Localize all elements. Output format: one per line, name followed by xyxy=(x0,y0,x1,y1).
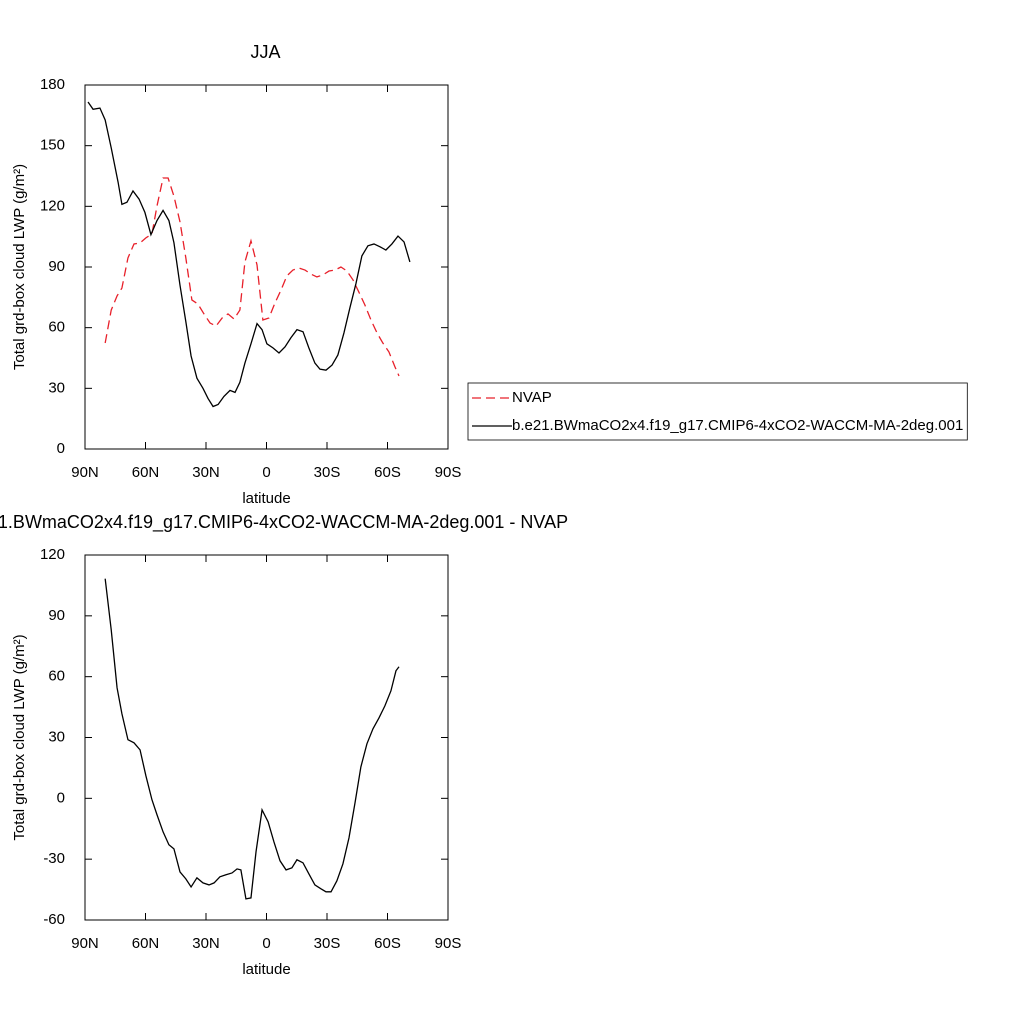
plot-frame xyxy=(84,84,449,450)
x-tick-label: 60N xyxy=(132,464,160,481)
y-axis-label: Total grd-box cloud LWP (g/m²) xyxy=(11,164,28,370)
plot-frame xyxy=(84,554,449,921)
chart-title: b.e21.BWmaCO2x4.f19_g17.CMIP6-4xCO2-WACC… xyxy=(0,512,568,533)
y-tick-label: 90 xyxy=(48,607,65,624)
y-tick-label: 120 xyxy=(40,197,65,214)
data-line xyxy=(104,177,400,377)
y-tick-label: 120 xyxy=(40,546,65,563)
x-tick-label: 0 xyxy=(262,935,270,952)
y-axis-label: Total grd-box cloud LWP (g/m²) xyxy=(11,634,28,840)
y-tick-label: 30 xyxy=(48,379,65,396)
y-tick-label: 150 xyxy=(40,137,65,154)
x-axis-label: latitude xyxy=(242,490,290,507)
y-tick-label: 60 xyxy=(48,319,65,336)
x-tick-label: 90S xyxy=(435,935,462,952)
legend-frame xyxy=(467,382,968,441)
x-tick-label: 0 xyxy=(262,464,270,481)
y-tick-label: 30 xyxy=(48,728,65,745)
data-line xyxy=(87,101,411,408)
y-tick-label: -30 xyxy=(43,850,65,867)
x-tick-label: 30S xyxy=(314,935,341,952)
legend-label: NVAP xyxy=(512,389,552,406)
x-tick-label: 60S xyxy=(374,464,401,481)
x-tick-label: 60N xyxy=(132,935,160,952)
legend-label: b.e21.BWmaCO2x4.f19_g17.CMIP6-4xCO2-WACC… xyxy=(512,417,963,434)
x-tick-label: 30N xyxy=(192,464,220,481)
x-tick-label: 90N xyxy=(71,935,99,952)
y-tick-label: 0 xyxy=(57,789,65,806)
x-tick-label: 90S xyxy=(435,464,462,481)
data-line xyxy=(104,578,400,900)
y-tick-label: 180 xyxy=(40,76,65,93)
chart-title: JJA xyxy=(250,42,280,62)
y-tick-label: 0 xyxy=(57,440,65,457)
x-tick-label: 30S xyxy=(314,464,341,481)
x-axis-label: latitude xyxy=(242,961,290,978)
x-tick-label: 90N xyxy=(71,464,99,481)
x-tick-label: 30N xyxy=(192,935,220,952)
y-tick-label: 60 xyxy=(48,668,65,685)
x-tick-label: 60S xyxy=(374,935,401,952)
y-tick-label: -60 xyxy=(43,911,65,928)
y-tick-label: 90 xyxy=(48,258,65,275)
